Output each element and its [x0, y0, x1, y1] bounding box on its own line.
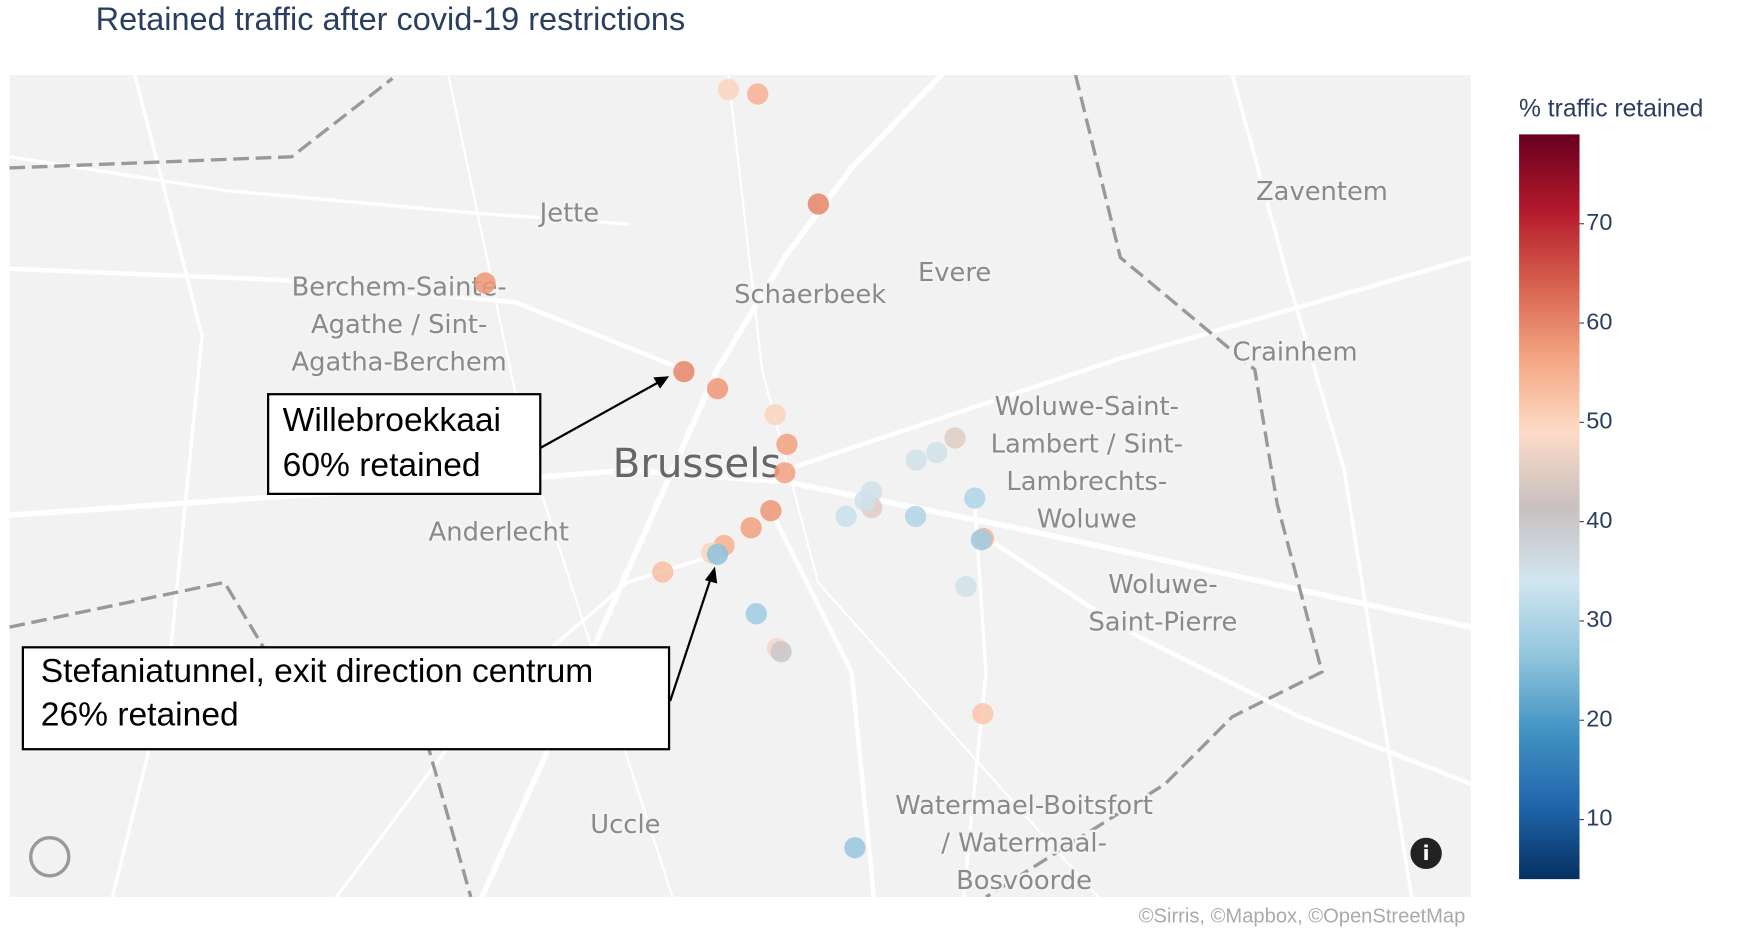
traffic-point	[652, 561, 674, 583]
traffic-point	[740, 517, 762, 539]
annotation-arrow	[669, 575, 713, 702]
colorbar-tick-label: 70	[1586, 209, 1612, 235]
colorbar-tick-label: 20	[1586, 705, 1612, 731]
annotation-box	[21, 646, 671, 751]
place-label: Lambert / Sint-	[991, 430, 1183, 460]
colorbar-tick-label: 40	[1586, 507, 1612, 533]
colorbar	[1519, 134, 1580, 880]
traffic-point	[905, 449, 927, 471]
arrow-head	[653, 376, 670, 389]
map-background	[9, 75, 1471, 898]
roads	[9, 75, 1471, 898]
arrow-head	[704, 566, 718, 584]
traffic-point	[764, 403, 786, 426]
colorbar-title: % traffic retained	[1519, 95, 1703, 122]
place-label: / Watermaal-	[941, 828, 1107, 858]
traffic-point	[776, 433, 798, 455]
annotation-line: 60% retained	[283, 447, 481, 484]
annotation-line: Stefaniatunnel, exit direction centrum	[41, 653, 593, 690]
traffic-point	[745, 603, 767, 625]
traffic-point	[717, 78, 740, 101]
chart-title: Retained traffic after covid-19 restrict…	[96, 1, 686, 37]
place-label: Lambrechts-	[1006, 467, 1167, 497]
colorbar-tick-label: 30	[1586, 606, 1612, 632]
mapbox-logo[interactable]	[29, 836, 71, 878]
colorbar-tick-label: 60	[1586, 308, 1612, 334]
traffic-point	[747, 83, 769, 105]
traffic-point	[673, 360, 695, 383]
place-label: Schaerbeek	[734, 280, 886, 310]
traffic-point	[474, 272, 496, 294]
traffic-point	[904, 505, 927, 528]
place-label: Jette	[538, 198, 599, 228]
place-label: Uccle	[590, 810, 660, 840]
place-label: Zaventem	[1256, 177, 1388, 207]
traffic-point	[706, 378, 729, 400]
traffic-point	[972, 703, 994, 725]
annotation-arrow	[539, 379, 662, 449]
traffic-point	[955, 575, 977, 598]
traffic-point	[770, 641, 792, 663]
traffic-point	[854, 489, 876, 512]
place-label: Saint-Pierre	[1088, 608, 1237, 638]
place-label: Watermael-Boitsfort	[895, 791, 1153, 821]
place-label: Anderlecht	[429, 518, 569, 548]
traffic-point	[926, 441, 948, 464]
map: Jette Berchem-Sainte- Agathe / Sint- Agatha…	[9, 75, 1471, 898]
traffic-point	[970, 529, 992, 551]
annotation-line: 26% retained	[41, 697, 239, 734]
traffic-point	[835, 505, 857, 528]
traffic-point	[964, 487, 986, 509]
traffic-point	[944, 427, 966, 449]
place-label: Woluwe-	[1108, 570, 1217, 600]
traffic-point	[760, 500, 782, 522]
place-label: Brussels	[613, 440, 782, 487]
annotation-line: Willebroekkaai	[283, 402, 501, 439]
colorbar-tick-label: 10	[1586, 805, 1612, 831]
annotation-box	[267, 393, 542, 495]
traffic-point	[706, 543, 729, 565]
colorbar-tick-label: 50	[1586, 408, 1612, 434]
traffic-point	[774, 462, 796, 484]
traffic-point	[844, 837, 866, 859]
place-label: Berchem-Sainte-	[292, 272, 507, 302]
info-button[interactable]	[1410, 837, 1442, 870]
place-label: Evere	[918, 258, 991, 288]
traffic-point	[807, 193, 829, 215]
place-label: Bosvoorde	[956, 866, 1092, 896]
info-icon: i	[1423, 841, 1430, 865]
place-label: Agathe / Sint-	[311, 310, 487, 340]
place-label: Crainhem	[1233, 337, 1358, 367]
attribution: ©Sirris, ©Mapbox, ©OpenStreetMap	[1139, 906, 1466, 928]
place-label: Woluwe-Saint-	[995, 392, 1179, 422]
place-label: Agatha-Berchem	[292, 347, 507, 377]
place-label: Woluwe	[1037, 505, 1137, 535]
